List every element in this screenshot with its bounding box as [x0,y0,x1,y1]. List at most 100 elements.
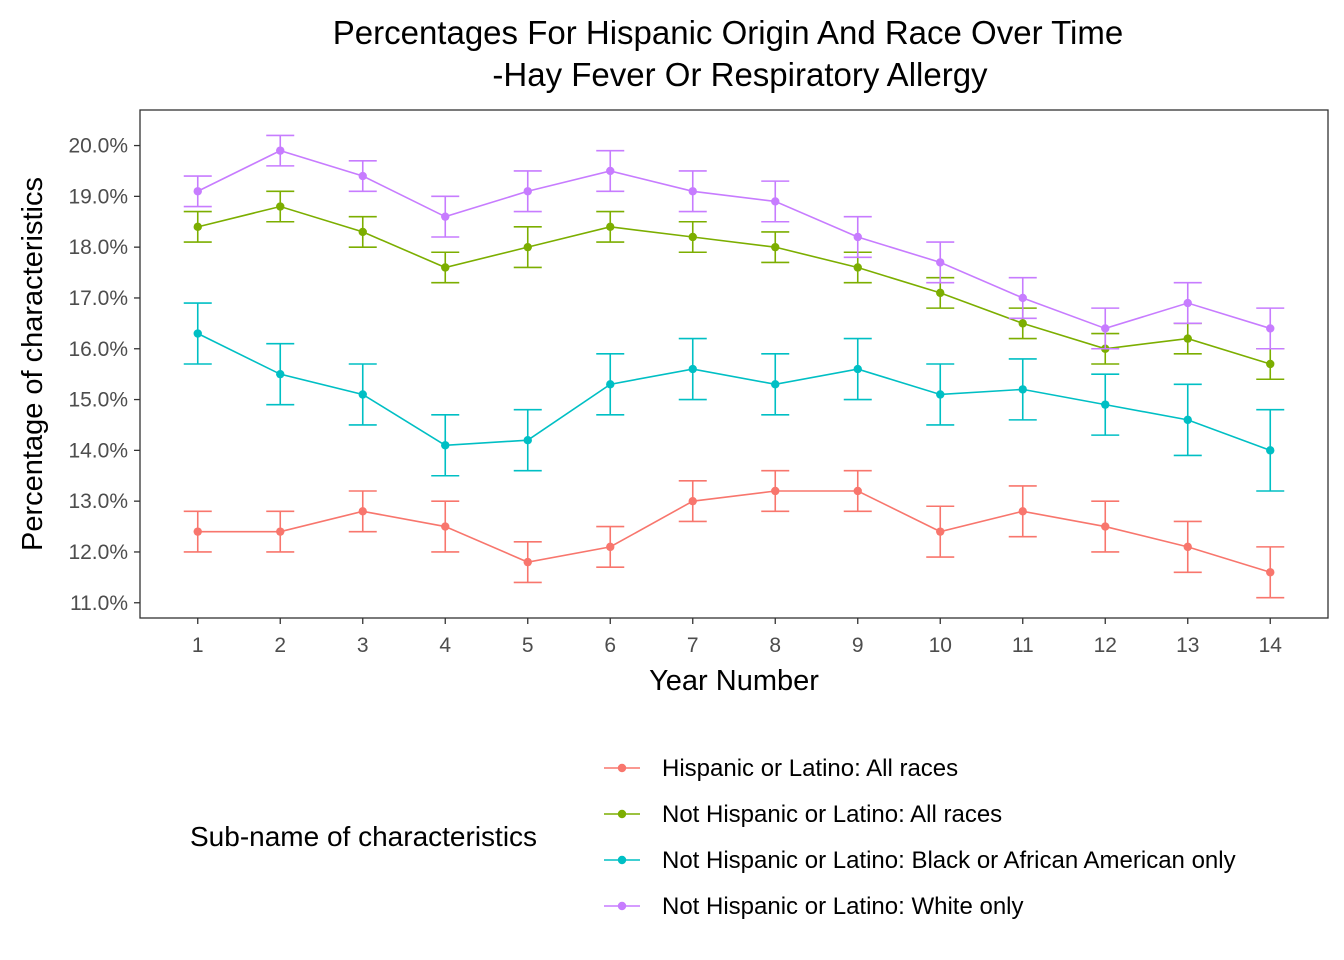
y-tick-label: 11.0% [70,592,128,615]
legend-item: Not Hispanic or Latino: White only [604,893,1024,920]
series-line [197,149,1271,330]
y-tick-label: 15.0% [68,389,128,412]
data-point [606,166,615,176]
x-tick-label: 9 [852,634,864,657]
plot-layer [183,134,1285,599]
data-point [1018,293,1027,303]
data-point [1101,324,1110,333]
x-tick-label: 7 [687,634,699,657]
series-line [197,332,1271,452]
data-point [358,227,367,237]
x-axis-title: Year Number [649,665,819,697]
y-tick-label: 19.0% [68,185,128,208]
legend-item: Not Hispanic or Latino: All races [604,801,1002,828]
series-2 [183,190,1285,381]
plot-panel-border [139,109,1329,619]
data-point [523,436,532,445]
series-line [197,205,1271,365]
chart-title-line2: -Hay Fever Or Respiratory Allergy [492,56,988,93]
legend-label: Not Hispanic or Latino: Black or African… [662,847,1236,874]
legend-key-point [617,901,627,911]
x-tick-label: 4 [439,634,451,657]
data-point [1183,334,1192,343]
data-point [853,263,862,272]
y-tick-label: 12.0% [68,541,128,564]
data-point [853,232,862,242]
data-point [688,496,697,506]
data-point [441,441,450,450]
series-line [197,490,1271,574]
data-point [1183,298,1192,308]
data-point [606,380,615,389]
data-point [853,486,862,496]
x-tick-label: 10 [929,634,952,657]
x-tick-label: 1 [192,634,204,657]
legend-label: Hispanic or Latino: All races [662,755,958,782]
data-point [193,187,202,196]
y-tick-label: 20.0% [68,135,128,158]
data-point [1266,446,1275,455]
y-tick-label: 14.0% [68,439,128,462]
data-point [771,380,780,389]
data-point [358,507,367,516]
series-3 [183,302,1285,492]
x-tick-label: 5 [522,634,534,657]
legend-label: Not Hispanic or Latino: White only [662,893,1024,920]
data-point [193,222,202,232]
y-tick-label: 17.0% [68,287,128,310]
x-axis: 1 2 3 4 5 6 7 8 9 10 11 12 13 14 [192,618,1282,657]
x-tick-label: 12 [1094,634,1117,657]
series-4 [183,134,1285,350]
data-point [1266,568,1275,577]
data-point [1101,400,1110,409]
data-point [771,197,780,206]
y-tick-label: 16.0% [68,338,128,361]
data-point [1018,319,1027,328]
data-point [523,187,532,196]
data-point [688,232,697,242]
data-point [1266,324,1275,333]
data-point [358,171,367,181]
data-point [276,527,285,536]
data-point [441,522,450,531]
data-point [1018,507,1027,516]
data-point [1183,542,1192,552]
data-point [771,242,780,252]
data-point [936,258,945,267]
data-point [193,329,202,338]
x-tick-label: 6 [604,634,616,657]
data-point [771,486,780,496]
data-point [193,527,202,536]
data-point [936,288,945,298]
y-tick-label: 18.0% [68,236,128,259]
y-axis-title: Percentage of characteristics [17,177,49,551]
data-point [276,146,285,155]
legend-label: Not Hispanic or Latino: All races [662,801,1002,828]
y-axis: 11.0% 12.0% 13.0% 14.0% 15.0% 16.0% 17.0% 18.0%… [68,135,140,615]
chart-title-line1: Percentages For Hispanic Origin And Race… [333,14,1124,51]
data-point [853,364,862,374]
x-tick-label: 3 [357,634,369,657]
legend: Sub-name of characteristics Hispanic or … [190,755,1236,920]
data-point [606,222,615,232]
data-point [688,187,697,196]
legend-title: Sub-name of characteristics [190,821,537,852]
x-tick-label: 11 [1012,634,1034,657]
data-point [276,202,285,211]
data-point [1266,359,1275,369]
data-point [1183,415,1192,425]
data-point [523,557,532,567]
y-tick-label: 13.0% [68,490,128,513]
x-tick-label: 14 [1259,634,1283,657]
x-tick-label: 8 [769,634,781,657]
data-point [936,390,945,399]
legend-item: Hispanic or Latino: All races [604,755,958,782]
legend-key-point [617,855,627,865]
data-point [441,263,450,272]
data-point [441,212,450,221]
data-point [1101,522,1110,531]
legend-key-point [617,809,627,819]
data-point [523,242,532,252]
